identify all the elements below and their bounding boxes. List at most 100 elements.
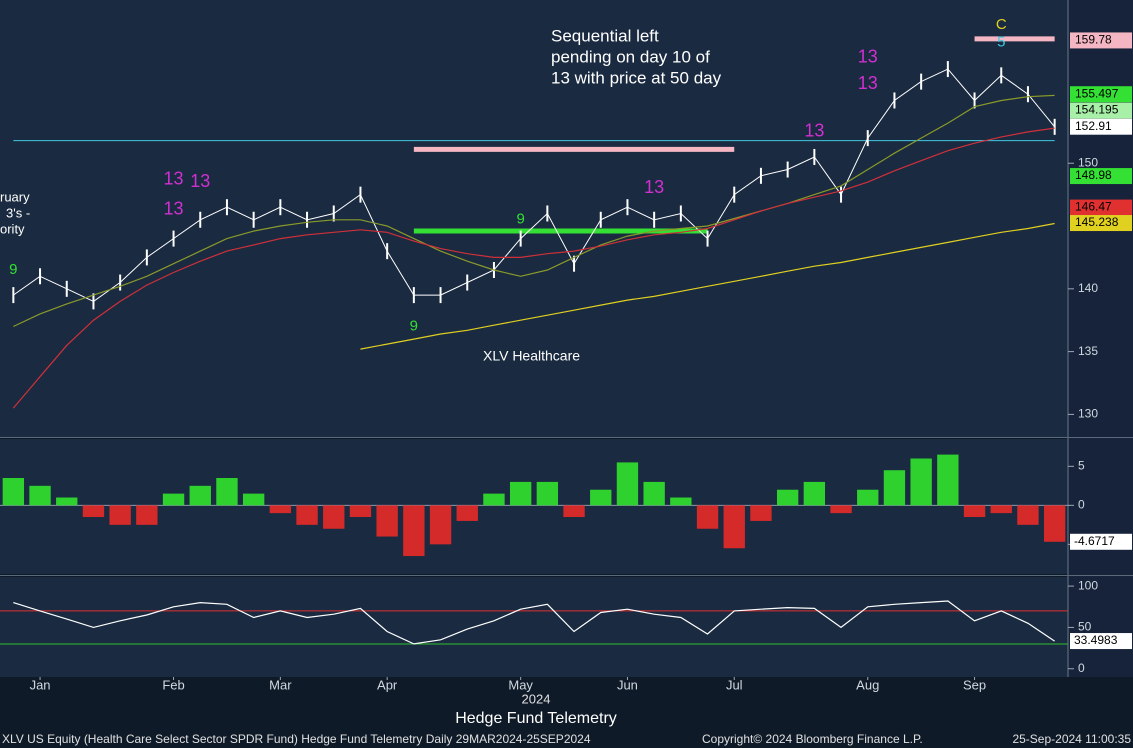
bar <box>109 505 131 525</box>
price-box <box>1070 32 1132 49</box>
price-box <box>1070 215 1132 232</box>
y-tick-label: 150 <box>1078 155 1098 169</box>
price-box <box>1070 168 1132 185</box>
bar <box>403 505 425 557</box>
td-count: 13 <box>804 121 824 141</box>
bar <box>616 462 639 506</box>
year-label: 2024 <box>522 691 551 706</box>
price-box-label: 152.91 <box>1075 119 1112 133</box>
chart-label: XLV Healthcare <box>483 348 580 364</box>
price-box <box>1070 199 1132 216</box>
price-box-label: 146.47 <box>1075 200 1112 214</box>
bar <box>723 505 745 549</box>
y-tick-label: 5 <box>1078 458 1085 472</box>
td-count: 13 <box>164 168 184 188</box>
cut-text: 3's - <box>6 205 30 220</box>
bar <box>216 478 238 506</box>
bar <box>2 478 25 506</box>
bar <box>883 470 906 506</box>
annotation: 13 with price at 50 day <box>551 68 722 87</box>
histogram-panel <box>0 439 1068 574</box>
x-tick-label: Sep <box>963 677 986 692</box>
bar <box>82 505 105 518</box>
bar <box>29 485 51 506</box>
x-tick-label: May <box>508 677 533 692</box>
td-count: 9 <box>516 211 524 228</box>
bar <box>242 493 265 506</box>
td-count: 5 <box>997 34 1005 51</box>
annotation: pending on day 10 of <box>551 47 710 66</box>
bar <box>1017 505 1039 525</box>
cut-text: ority <box>0 221 25 236</box>
bar <box>563 505 585 518</box>
bar <box>509 481 532 506</box>
x-tick-label: Aug <box>856 677 879 692</box>
price-box-label: 155.497 <box>1075 86 1119 100</box>
price-box-label: 159.78 <box>1075 33 1112 47</box>
bar <box>910 458 932 506</box>
footer-copyright: Copyright© 2024 Bloomberg Finance L.P. <box>702 732 923 746</box>
bar <box>696 505 719 529</box>
bar <box>296 505 318 525</box>
bar <box>750 505 772 521</box>
value-box <box>1070 633 1132 650</box>
bar <box>830 505 852 514</box>
bar <box>670 497 692 506</box>
y-tick-label: 130 <box>1078 407 1098 421</box>
bar <box>56 497 78 506</box>
value-label: 33.4983 <box>1074 633 1118 647</box>
oscillator-panel <box>0 577 1068 677</box>
x-tick-label: Apr <box>377 677 398 692</box>
moving-average <box>12 127 1055 409</box>
td-count: 9 <box>410 317 418 334</box>
price-box <box>1070 86 1132 103</box>
bar <box>456 505 478 521</box>
bar <box>803 481 826 506</box>
td-count: 13 <box>190 171 210 191</box>
price-box <box>1070 102 1132 119</box>
bar <box>162 493 185 506</box>
price-box-label: 148.98 <box>1075 168 1112 182</box>
y-tick-label: 140 <box>1078 281 1098 295</box>
x-tick-label: Jun <box>617 677 638 692</box>
moving-average <box>360 222 1055 350</box>
bar <box>136 505 158 525</box>
bar <box>269 505 292 514</box>
bar <box>323 505 345 529</box>
value-label: -4.6717 <box>1074 534 1115 548</box>
bar <box>376 505 398 537</box>
footer-left: XLV US Equity (Health Care Select Sector… <box>2 732 591 746</box>
td-count: 13 <box>858 47 878 67</box>
bar <box>349 505 372 518</box>
bar <box>1043 505 1066 542</box>
y-tick-label: 100 <box>1078 578 1098 592</box>
td-count: 13 <box>644 177 664 197</box>
y-tick-label: 135 <box>1078 344 1098 358</box>
bar <box>990 505 1012 514</box>
td-count: C <box>996 16 1007 33</box>
bar <box>643 481 665 506</box>
value-box <box>1070 533 1132 550</box>
price-box-label: 154.195 <box>1075 103 1119 117</box>
bar <box>857 489 879 506</box>
footer-timestamp: 25-Sep-2024 11:00:35 <box>1012 732 1131 746</box>
td-count: 13 <box>858 73 878 93</box>
bar <box>189 485 211 506</box>
x-tick-label: Jul <box>726 677 743 692</box>
y-tick-label: 0 <box>1078 661 1085 675</box>
bar <box>590 489 612 506</box>
price-box <box>1070 118 1132 135</box>
bar <box>429 505 452 545</box>
moving-average <box>13 94 1055 328</box>
bar <box>483 493 505 506</box>
chart-title: Hedge Fund Telemetry <box>455 710 617 727</box>
annotation: Sequential left <box>551 26 659 45</box>
bar <box>776 489 799 506</box>
td-count: 13 <box>164 198 184 218</box>
y-tick-label: 0 <box>1078 498 1085 512</box>
price-line <box>13 68 1055 302</box>
x-tick-label: Jan <box>30 677 51 692</box>
bar <box>536 481 559 506</box>
